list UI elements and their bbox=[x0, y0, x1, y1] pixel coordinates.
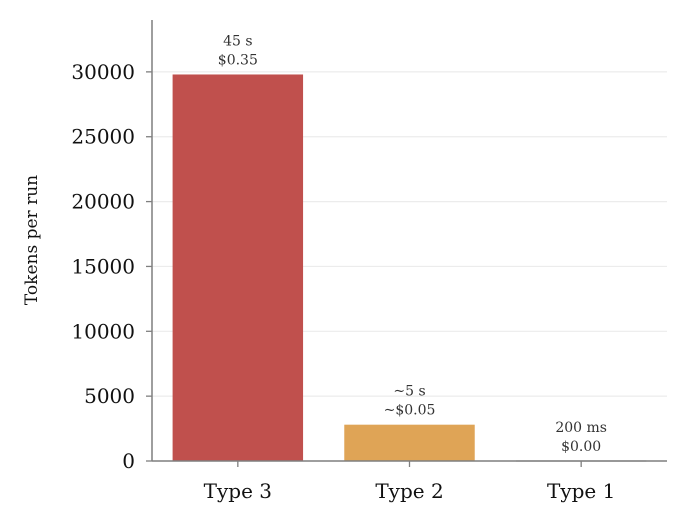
y-tick-label: 25000 bbox=[71, 125, 135, 149]
x-tick-label: Type 2 bbox=[375, 479, 443, 503]
y-tick-label: 0 bbox=[122, 449, 135, 473]
data-label: $0.00 bbox=[561, 439, 601, 455]
y-tick-label: 20000 bbox=[71, 190, 135, 214]
y-axis-label: Tokens per run bbox=[22, 175, 42, 305]
y-tick-label: 10000 bbox=[71, 319, 135, 343]
data-label: 45 s bbox=[223, 33, 252, 49]
data-label: ~5 s bbox=[393, 384, 425, 400]
y-tick-label: 30000 bbox=[71, 60, 135, 84]
y-tick-label: 5000 bbox=[84, 384, 135, 408]
y-axis-ticks: 0 5000 10000 15000 20000 25000 30000 bbox=[71, 60, 152, 473]
y-tick-label: 15000 bbox=[71, 254, 135, 278]
x-axis-ticks: Type 3 Type 2 Type 1 bbox=[204, 461, 615, 503]
x-tick-label: Type 3 bbox=[204, 479, 272, 503]
data-label: ~$0.05 bbox=[384, 403, 436, 419]
x-tick-label: Type 1 bbox=[547, 479, 615, 503]
bar bbox=[172, 74, 304, 461]
data-labels: 45 s $0.35 ~5 s ~$0.05 200 ms $0.00 bbox=[218, 33, 607, 455]
bar bbox=[344, 424, 475, 461]
data-label: 200 ms bbox=[555, 420, 607, 436]
data-label: $0.35 bbox=[218, 52, 258, 68]
